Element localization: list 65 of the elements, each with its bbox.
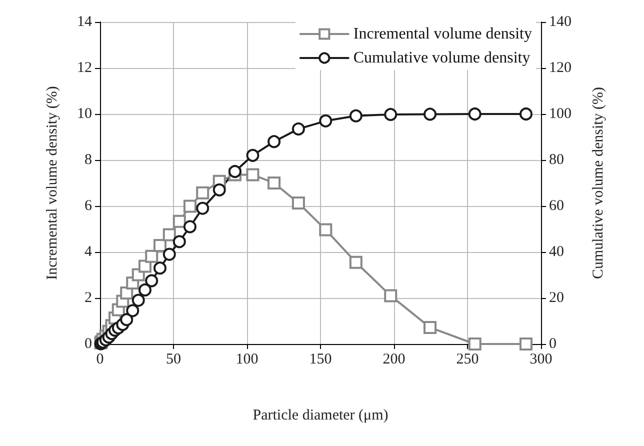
point	[196, 186, 210, 200]
point	[319, 114, 332, 128]
point	[319, 223, 332, 236]
point	[126, 304, 140, 318]
point	[183, 200, 196, 213]
point	[145, 250, 158, 263]
y2-axis-title: Cumulative volume density (%)	[590, 86, 606, 280]
point	[138, 260, 152, 273]
y-tick-label: 8	[84, 152, 92, 168]
x-tick-label: 300	[530, 352, 552, 368]
point	[292, 196, 305, 210]
y2-tick-label: 80	[549, 152, 564, 168]
x-tick-label: 0	[96, 352, 104, 368]
y2-tick-label: 40	[549, 244, 564, 260]
point	[520, 338, 533, 350]
x-axis-title: Particle diameter (μm)	[252, 408, 388, 424]
y-tick-label: 4	[84, 244, 92, 260]
point	[246, 168, 260, 182]
point	[424, 108, 437, 121]
point	[468, 108, 482, 120]
point	[172, 235, 186, 248]
point	[172, 214, 186, 228]
y-tick-label: 0	[84, 336, 92, 352]
point	[228, 165, 242, 178]
point	[292, 122, 305, 136]
y2-tick-label: 120	[549, 60, 572, 76]
y2-tick-label: 0	[549, 336, 556, 352]
point	[212, 183, 226, 196]
point	[145, 274, 158, 288]
y2-tick-label: 100	[549, 106, 572, 122]
point	[349, 256, 362, 269]
point	[468, 338, 482, 350]
point	[162, 228, 176, 242]
point	[384, 108, 398, 121]
point	[196, 202, 210, 215]
point	[183, 220, 196, 234]
point	[246, 148, 260, 162]
y2-tick-label: 60	[549, 198, 564, 214]
y-tick-label: 6	[84, 198, 92, 214]
y2-tick-label: 20	[549, 290, 564, 306]
x-tick-label: 200	[382, 352, 406, 368]
point	[162, 248, 176, 261]
y-tick-label: 14	[77, 14, 92, 30]
point	[120, 313, 134, 326]
point	[268, 135, 281, 148]
x-tick-label: 150	[309, 352, 332, 368]
x-tick-label: 50	[166, 352, 181, 368]
legend-label: Cumulative volume density	[353, 50, 530, 66]
point	[349, 109, 362, 122]
y2-tick-label: 140	[549, 14, 572, 30]
x-tick-label: 100	[236, 352, 258, 368]
point	[384, 289, 398, 302]
y-tick-label: 12	[77, 60, 92, 76]
legend-label: Incremental volume density	[353, 26, 532, 42]
x-tick-label: 250	[456, 352, 479, 368]
point	[268, 176, 281, 190]
point	[520, 108, 533, 120]
point	[424, 320, 437, 334]
y-tick-label: 10	[77, 106, 92, 122]
y-axis-title: Incremental volume density (%)	[44, 86, 60, 280]
y-tick-label: 2	[84, 290, 92, 306]
point	[153, 239, 166, 252]
point	[132, 294, 145, 307]
point	[153, 262, 166, 275]
point	[138, 283, 152, 296]
